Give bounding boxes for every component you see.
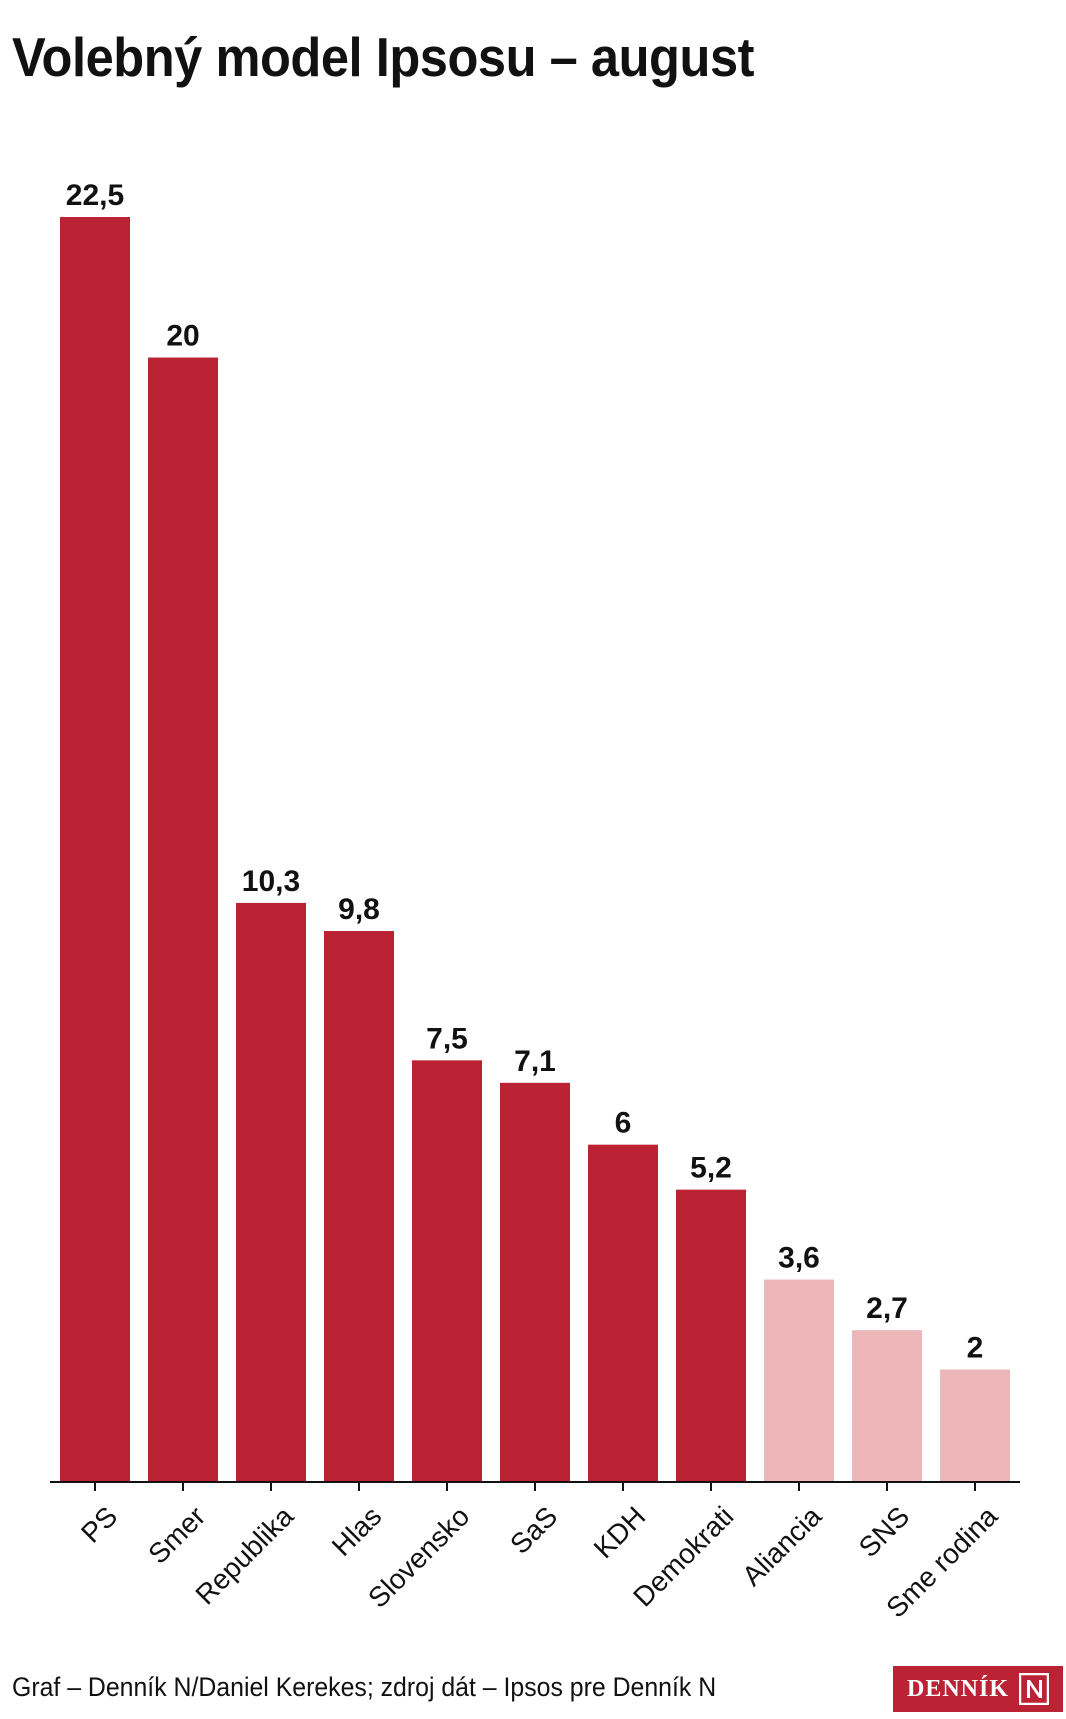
category-label-sas: SaS (504, 1500, 563, 1559)
bar-sns (852, 1330, 922, 1482)
bars-group (60, 217, 1010, 1482)
bar-republika (236, 902, 306, 1482)
value-label-sas: 7,1 (514, 1045, 556, 1078)
value-label-demokrati: 5,2 (690, 1152, 732, 1185)
source-credit: Graf – Denník N/Daniel Kerekes; zdroj dá… (12, 1672, 717, 1702)
value-label-ps: 22,5 (66, 179, 124, 212)
category-label-hlas: Hlas (326, 1500, 388, 1562)
bar-aliancia (764, 1279, 834, 1482)
bar-sas (500, 1082, 570, 1482)
bar-hlas (324, 931, 394, 1482)
value-label-aliancia: 3,6 (778, 1242, 820, 1275)
value-label-sme-rodina: 2 (967, 1332, 984, 1365)
value-label-hlas: 9,8 (338, 893, 380, 926)
value-labels-group: 22,5 20 10,3 9,8 7,5 7,1 6 5,2 3,6 2,7 2 (66, 179, 984, 1365)
value-label-smer: 20 (166, 320, 199, 353)
category-label-ps: PS (75, 1500, 123, 1548)
value-label-republika: 10,3 (242, 865, 300, 898)
category-label-aliancia: Aliancia (736, 1500, 828, 1592)
bar-smer (148, 357, 218, 1482)
value-label-slovensko: 7,5 (426, 1022, 468, 1055)
category-label-kdh: KDH (588, 1500, 652, 1564)
x-ticks-group (94, 1482, 976, 1491)
chart-title: Volebný model Ipsosu – august (12, 26, 755, 88)
bar-demokrati (676, 1189, 746, 1482)
value-label-sns: 2,7 (866, 1292, 908, 1325)
bar-slovensko (412, 1060, 482, 1482)
value-label-kdh: 6 (615, 1107, 632, 1140)
category-label-smer: Smer (142, 1500, 211, 1569)
bar-sme-rodina (940, 1369, 1010, 1482)
bar-ps (60, 217, 130, 1482)
n-logo-icon (1019, 1673, 1049, 1705)
dennik-n-logo[interactable]: DENNÍK (893, 1666, 1063, 1712)
brand-name: DENNÍK (906, 1675, 1009, 1702)
bar-kdh (588, 1144, 658, 1482)
category-label-sns: SNS (853, 1500, 916, 1563)
category-label-republika: Republika (189, 1500, 299, 1610)
